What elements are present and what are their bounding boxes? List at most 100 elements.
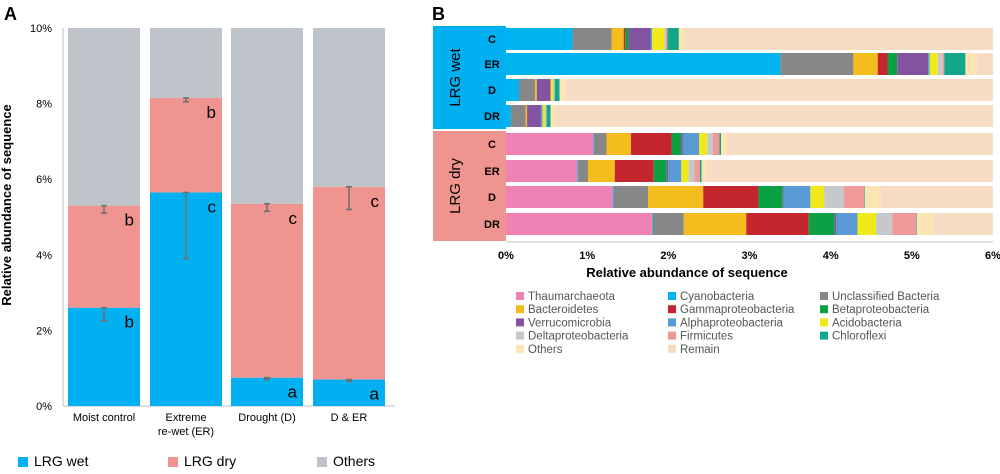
b-bar-segment: [783, 186, 811, 208]
b-legend-label: Acidobacteria: [832, 317, 902, 329]
panel-label-a: A: [4, 4, 17, 24]
b-row-label: D: [488, 192, 496, 204]
b-bar-segment: [559, 79, 566, 101]
b-bar-segment: [630, 133, 672, 155]
a-bar-segment: [150, 97, 222, 193]
b-bar-segment: [668, 160, 682, 182]
b-bar-segment: [836, 213, 858, 235]
b-group-blocks: LRG wet LRG dry: [433, 26, 506, 241]
b-bar-segment: [712, 133, 720, 155]
b-bar-segment: [705, 160, 993, 182]
b-x-tick-label: 0%: [498, 250, 514, 262]
b-bar-segment: [932, 213, 993, 235]
b-bar-segment: [611, 28, 624, 50]
b-bar-segment: [915, 213, 917, 235]
b-bar-segment: [965, 53, 977, 75]
b-bar-segment: [916, 213, 933, 235]
b-bar-segment: [578, 160, 588, 182]
b-bar-segment: [667, 28, 679, 50]
a-bars: b b c b a c a c: [68, 28, 385, 406]
b-bar-segment: [681, 160, 689, 182]
b-bar-segment: [650, 28, 653, 50]
b-legend-label: Firmicutes: [680, 331, 733, 343]
a-bar-segment: [68, 28, 140, 206]
a-bar-segment: [68, 307, 140, 406]
b-bar-segment: [664, 28, 666, 50]
b-bar-segment: [553, 79, 555, 101]
a-bar-segment: [231, 28, 303, 204]
b-bar-segment: [614, 160, 654, 182]
b-bar-segment: [688, 160, 695, 182]
b-bar-segment: [653, 160, 667, 182]
b-rows: C ER D DR C ER D DR: [484, 28, 993, 235]
b-legend-label: Bacteroidetes: [528, 304, 599, 316]
b-bar-segment: [824, 186, 844, 208]
a-significance-letter: b: [207, 103, 216, 122]
b-x-tick-label: 3%: [742, 250, 758, 262]
b-legend-swatch: [820, 292, 828, 300]
b-bar-segment: [625, 28, 629, 50]
b-legend-label: Others: [528, 344, 563, 356]
b-bar-segment: [944, 53, 966, 75]
b-bar-segment: [694, 160, 700, 182]
b-bar-segment: [678, 28, 685, 50]
a-significance-letter: c: [208, 197, 217, 216]
b-bar-segment: [525, 105, 528, 127]
b-legend: Thaumarchaeota Cyanobacteria Unclassified …: [516, 291, 940, 356]
b-bar-segment: [506, 213, 653, 235]
b-legend-label: Cyanobacteria: [680, 291, 755, 303]
b-bar-segment: [929, 53, 938, 75]
b-legend-swatch: [820, 305, 828, 314]
a-y-tick-label: 2%: [36, 325, 52, 337]
b-group-label: LRG wet: [447, 47, 464, 106]
b-bar-segment: [546, 105, 551, 127]
a-bar-segment: [231, 377, 303, 406]
b-bar-segment: [536, 79, 551, 101]
b-bar-segment: [863, 186, 865, 208]
b-bar-segment: [701, 160, 706, 182]
b-legend-swatch: [668, 292, 676, 300]
a-legend-swatch: [18, 457, 28, 467]
b-bar-segment: [808, 213, 835, 235]
b-bar-segment: [613, 186, 649, 208]
b-bar-segment: [937, 53, 943, 75]
b-bar-segment: [703, 186, 759, 208]
a-x-tick-label: re-wet (ER): [158, 426, 214, 438]
b-bar-segment: [506, 28, 573, 50]
b-bar-segment: [535, 79, 537, 101]
b-bar-segment: [782, 186, 784, 208]
b-bar-segment: [746, 213, 809, 235]
b-bar-segment: [864, 186, 881, 208]
a-x-tick-label: Moist control: [73, 412, 135, 424]
a-significance-letter: b: [125, 313, 134, 332]
b-legend-label: Unclassified Bacteria: [832, 291, 940, 303]
b-bar-segment: [628, 28, 651, 50]
b-legend-label: Verrucomicrobia: [528, 317, 612, 329]
b-group-label: LRG dry: [447, 158, 464, 214]
b-bar-segment: [707, 133, 713, 155]
b-legend-swatch: [516, 305, 524, 314]
b-bar-segment: [928, 53, 930, 75]
a-x-tick-label: Drought (D): [238, 412, 295, 424]
b-bar-segment: [577, 160, 579, 182]
a-legend-swatch: [168, 457, 178, 467]
a-legend: LRG wet LRG dry Others: [18, 453, 375, 469]
a-y-tick-label: 10%: [30, 23, 52, 35]
b-legend-swatch: [820, 331, 828, 340]
b-bar-segment: [613, 186, 614, 208]
b-bar-segment: [506, 53, 781, 75]
b-bar-segment: [652, 213, 684, 235]
b-legend-label: Thaumarchaeota: [528, 291, 616, 303]
b-legend-swatch: [516, 331, 524, 340]
b-group-block: [433, 26, 506, 129]
b-bar-segment: [682, 133, 700, 155]
b-x-tick-label: 5%: [904, 250, 920, 262]
b-legend-swatch: [668, 318, 676, 327]
b-bar-segment: [555, 105, 993, 127]
b-bar-segment: [684, 28, 993, 50]
b-row-label: DR: [484, 219, 500, 231]
b-x-tick-labels: 0% 1% 2% 3% 4% 5% 6%: [498, 250, 1000, 262]
b-bar-segment: [853, 53, 878, 75]
b-bar-segment: [683, 213, 747, 235]
b-legend-swatch: [668, 305, 676, 314]
